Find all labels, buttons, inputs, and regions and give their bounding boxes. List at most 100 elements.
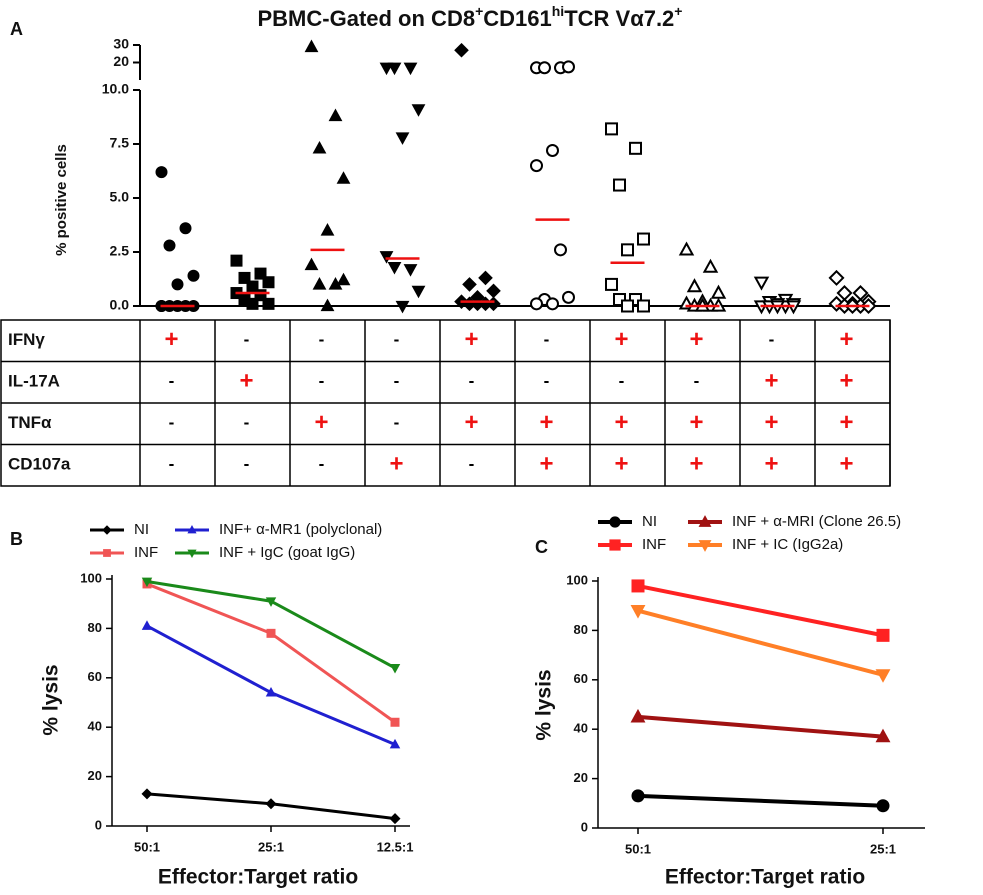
legend-label: INF + IC (IgG2a): [732, 536, 843, 553]
series-line: [637, 583, 884, 638]
marker: [102, 525, 112, 535]
marker: [238, 271, 251, 284]
marker: [875, 728, 891, 743]
marker: [613, 178, 626, 192]
cell: +: [839, 451, 853, 478]
marker: [530, 159, 543, 173]
cell: +: [764, 409, 778, 436]
cell: -: [244, 330, 250, 349]
y-tick-label: 2.5: [110, 243, 130, 259]
marker: [562, 290, 575, 304]
cell: +: [539, 409, 553, 436]
cell: +: [689, 326, 703, 353]
title-part: +: [475, 3, 483, 19]
marker: [379, 251, 394, 264]
cell: +: [464, 326, 478, 353]
marker: [621, 299, 634, 313]
cell: -: [394, 372, 400, 391]
y-tick-label: 40: [88, 719, 102, 734]
marker: [605, 122, 618, 136]
title-part: PBMC-Gated on CD8: [258, 6, 476, 31]
series-line: [146, 579, 396, 670]
marker: [411, 285, 426, 299]
marker: [155, 166, 168, 179]
marker: [875, 669, 891, 683]
marker: [103, 549, 111, 557]
legend-label: INF: [134, 544, 158, 561]
x-axis-label: Effector:Target ratio: [665, 866, 865, 889]
cell: +: [239, 368, 253, 395]
marker: [631, 579, 645, 593]
marker: [454, 42, 469, 58]
cell: -: [169, 413, 175, 432]
marker: [411, 104, 426, 117]
cell: +: [614, 451, 628, 478]
marker: [390, 717, 400, 727]
panel-label: B: [10, 529, 23, 549]
cell: -: [319, 330, 325, 349]
cell: -: [319, 455, 325, 474]
marker: [395, 132, 410, 145]
marker: [630, 708, 646, 723]
marker: [254, 289, 267, 302]
y-axis-label: % positive cells: [53, 144, 70, 256]
marker: [546, 143, 559, 157]
x-axis-label: Effector:Target ratio: [158, 866, 358, 889]
cell: +: [164, 326, 178, 353]
series-line: [637, 608, 884, 677]
marker: [678, 241, 695, 256]
marker: [710, 284, 727, 299]
cell: +: [314, 409, 328, 436]
marker: [141, 620, 153, 630]
marker: [312, 140, 327, 154]
cell: +: [839, 326, 853, 353]
marker: [876, 628, 890, 642]
cell: -: [469, 455, 475, 474]
marker: [403, 62, 418, 76]
panel-label: A: [10, 19, 23, 39]
marker: [395, 300, 410, 314]
marker: [262, 297, 275, 310]
marker: [304, 257, 319, 271]
y-tick-label: 80: [88, 620, 102, 635]
marker: [141, 788, 153, 800]
y-tick-label: 100: [566, 572, 588, 587]
panel-label: C: [535, 537, 548, 557]
title-part: TCR Vα7.2: [564, 6, 674, 31]
y-tick-label: 0: [581, 819, 588, 834]
y-tick-label: 100: [80, 570, 102, 585]
marker: [753, 276, 770, 291]
y-tick-label: 60: [88, 669, 102, 684]
y-axis-label: % lysis: [533, 669, 556, 740]
row-label: CD107a: [8, 455, 71, 474]
cell: -: [544, 330, 550, 349]
marker: [637, 232, 650, 246]
x-tick-label: 25:1: [258, 839, 284, 854]
marker: [554, 243, 567, 257]
marker: [387, 62, 402, 76]
marker: [163, 239, 176, 252]
cell: -: [469, 372, 475, 391]
cell: -: [244, 413, 250, 432]
marker: [389, 738, 401, 749]
marker: [389, 664, 401, 674]
cell: +: [839, 409, 853, 436]
marker: [631, 789, 645, 803]
marker: [546, 297, 559, 311]
cell: +: [539, 451, 553, 478]
marker: [320, 298, 335, 312]
legend-label: INF+ α-MR1 (polyclonal): [219, 521, 382, 538]
cell: -: [694, 372, 700, 391]
cell: -: [544, 372, 550, 391]
y-tick-label: 40: [574, 721, 588, 736]
marker: [141, 577, 153, 588]
marker: [836, 285, 853, 302]
cell: +: [689, 451, 703, 478]
marker: [609, 539, 621, 551]
cell: -: [319, 372, 325, 391]
marker: [328, 108, 343, 122]
cell: +: [389, 451, 403, 478]
marker: [630, 605, 646, 619]
marker: [387, 261, 402, 275]
